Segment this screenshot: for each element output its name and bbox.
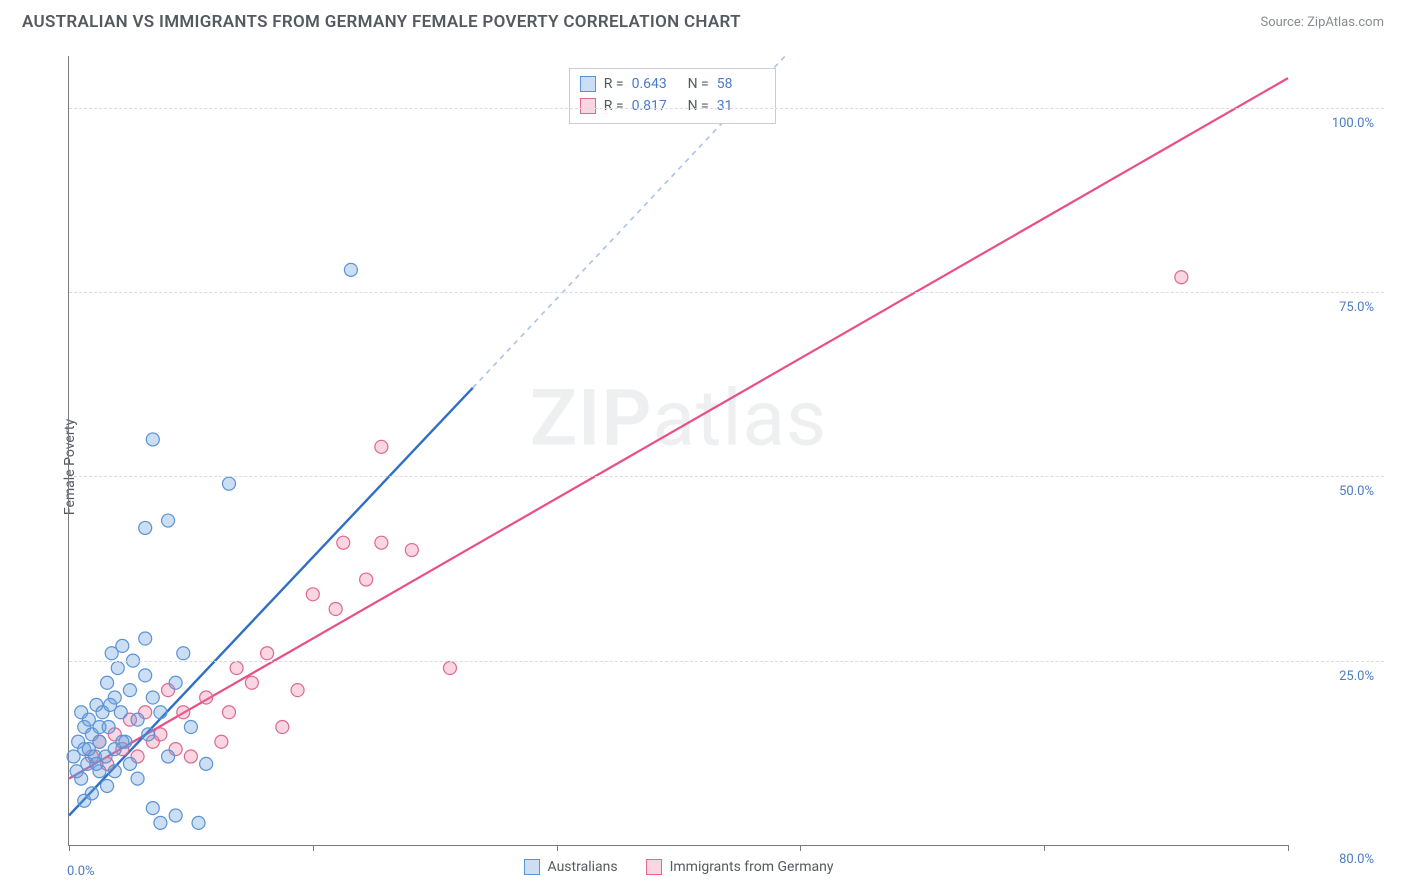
- gridline-h: [69, 108, 1384, 109]
- x-tick: [69, 845, 70, 851]
- gridline-h: [69, 292, 1384, 293]
- gridline-h: [69, 661, 1384, 662]
- x-tick: [313, 845, 314, 851]
- swatch-blue-bottom: [524, 859, 540, 875]
- n-label: N =: [688, 73, 709, 95]
- x-tick-label-80: 80.0%: [1339, 852, 1374, 867]
- chart-svg: [69, 56, 1288, 845]
- bottom-legend: Australians Immigrants from Germany: [524, 859, 834, 875]
- legend-label-pink: Immigrants from Germany: [670, 859, 834, 875]
- n-label: N =: [688, 95, 709, 117]
- blue-n-value: 58: [717, 73, 765, 95]
- chart-source: Source: ZipAtlas.com: [1260, 15, 1384, 30]
- r-label: R =: [604, 95, 624, 117]
- swatch-pink-bottom: [646, 859, 662, 875]
- stats-row-pink: R = 0.817 N = 31: [580, 95, 765, 117]
- legend-item-blue: Australians: [524, 859, 618, 875]
- y-tick-label: 100.0%: [1332, 116, 1374, 131]
- stats-row-blue: R = 0.643 N = 58: [580, 73, 765, 95]
- plot-area: ZIPatlas R = 0.643 N = 58 R = 0.817 N = …: [68, 56, 1288, 846]
- r-label: R =: [604, 73, 624, 95]
- swatch-pink: [580, 98, 596, 114]
- x-tick-label-0: 0.0%: [67, 864, 95, 879]
- chart-title: AUSTRALIAN VS IMMIGRANTS FROM GERMANY FE…: [22, 12, 741, 32]
- legend-label-blue: Australians: [548, 859, 618, 875]
- y-tick-label: 75.0%: [1339, 300, 1374, 315]
- legend-item-pink: Immigrants from Germany: [646, 859, 834, 875]
- swatch-blue: [580, 76, 596, 92]
- pink-n-value: 31: [717, 95, 765, 117]
- y-tick-label: 25.0%: [1339, 669, 1374, 684]
- stats-legend-box: R = 0.643 N = 58 R = 0.817 N = 31: [569, 68, 776, 124]
- x-tick: [1044, 845, 1045, 851]
- x-tick: [800, 845, 801, 851]
- x-tick: [557, 845, 558, 851]
- gridline-h: [69, 476, 1384, 477]
- x-tick: [1288, 845, 1289, 851]
- blue-r-value: 0.643: [632, 73, 680, 95]
- pink-r-value: 0.817: [632, 95, 680, 117]
- y-tick-label: 50.0%: [1339, 484, 1374, 499]
